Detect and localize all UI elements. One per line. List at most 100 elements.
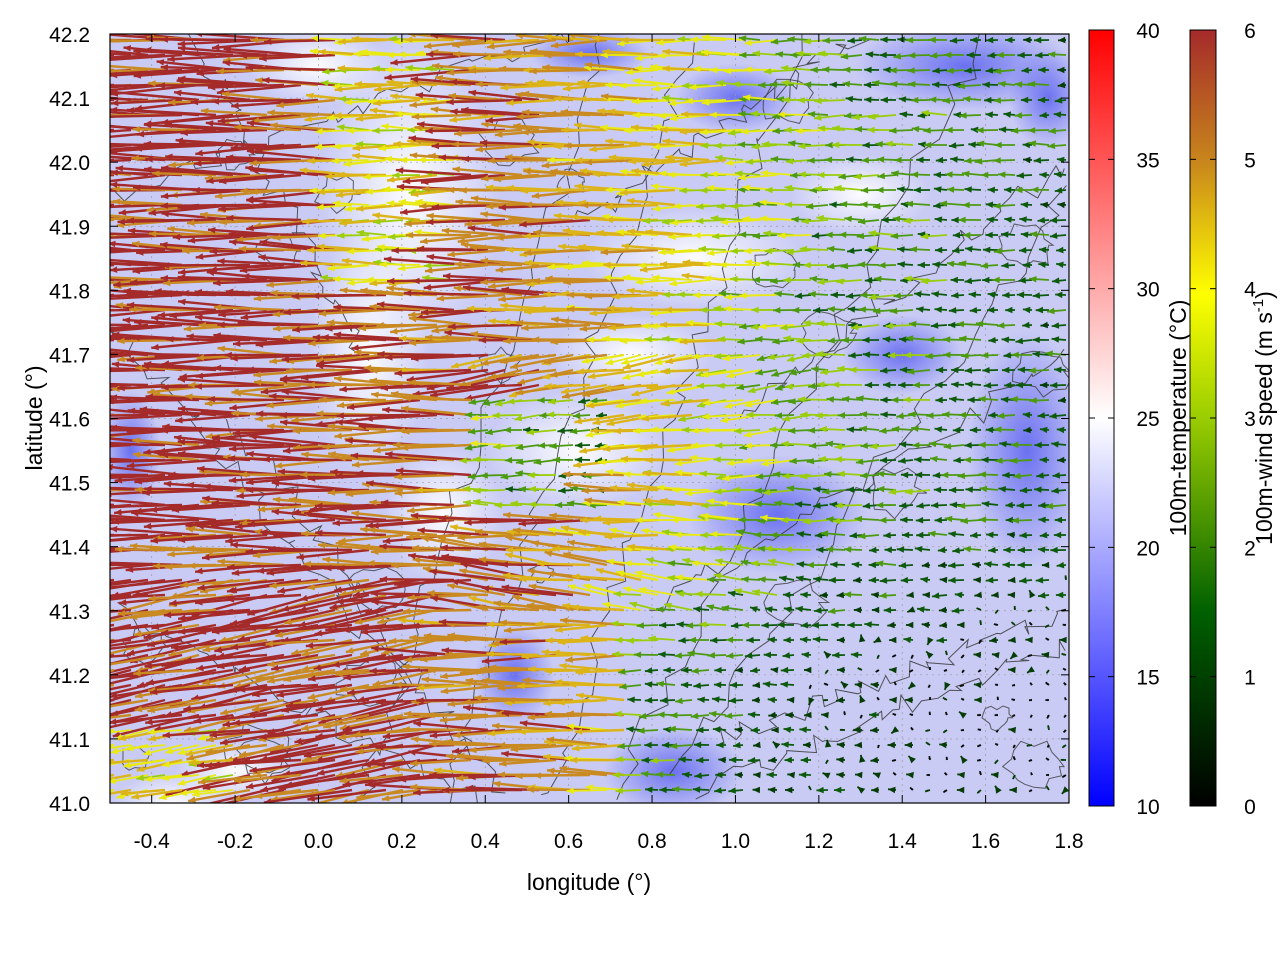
wind-arrow-head — [699, 470, 708, 477]
wind-arrow-head — [617, 40, 625, 47]
wind-arrow-head — [613, 427, 621, 435]
wind-arrow-head — [658, 170, 667, 177]
wind-arrow-head — [826, 396, 834, 403]
wind-arrow-head — [665, 357, 674, 365]
wind-arrow-head — [916, 531, 924, 539]
wind-arrow-head — [165, 153, 173, 160]
wind-arrow-head — [114, 477, 123, 484]
wind-arrow-head — [1057, 81, 1066, 89]
wind-arrow-head — [619, 168, 628, 176]
wind-arrow-head — [372, 680, 381, 687]
wind-arrow-shaft — [424, 263, 489, 273]
wind-arrow-head — [746, 636, 754, 644]
wind-arrow-head — [400, 208, 408, 216]
wind-arrow-head — [485, 117, 494, 124]
wind-arrow-shaft — [160, 65, 251, 72]
wind-arrow-shaft — [145, 158, 217, 162]
wind-arrow-head — [782, 415, 790, 422]
wind-arrow-head — [246, 197, 254, 204]
wind-arrow-shaft — [133, 668, 200, 675]
wind-arrow-head — [880, 367, 888, 374]
wind-arrow-head — [385, 66, 393, 73]
wind-arrow-head — [537, 560, 545, 568]
wind-arrow-head — [76, 440, 83, 447]
wind-arrow-head — [837, 412, 846, 419]
wind-arrow-head — [912, 442, 920, 449]
wind-arrow-head — [70, 140, 77, 147]
wind-arrow-head — [93, 57, 101, 64]
wind-arrow-head — [662, 138, 671, 145]
contour-line — [353, 34, 601, 803]
wind-arrow-head — [932, 261, 940, 268]
wind-arrow-shaft — [110, 52, 132, 57]
wind-arrow-head — [446, 98, 454, 106]
wind-arrow-head — [752, 232, 761, 240]
wind-arrow-head — [177, 450, 186, 457]
wind-arrow-head — [770, 441, 778, 449]
wind-arrow-head — [715, 558, 723, 565]
wind-arrow-head — [96, 62, 104, 69]
wind-arrow-head — [685, 622, 694, 629]
wind-arrow-shaft — [110, 323, 166, 332]
wind-arrow-head — [914, 456, 922, 463]
wind-arrow-head — [686, 319, 694, 327]
wind-arrow-head — [882, 351, 890, 359]
wind-arrow-head — [93, 585, 101, 592]
wind-arrow-head — [657, 484, 665, 491]
wind-arrow-shaft — [574, 413, 625, 424]
wind-arrow-shaft — [301, 653, 370, 672]
wind-arrow-head — [420, 656, 428, 663]
wind-arrow-head — [652, 274, 660, 281]
wind-arrow-head — [1051, 487, 1059, 494]
wind-arrow-head — [1002, 366, 1010, 374]
wind-arrow-shaft — [559, 664, 608, 672]
wind-arrow-shaft — [110, 128, 132, 133]
wind-arrow-head — [862, 351, 871, 358]
wind-arrow-head — [871, 606, 880, 614]
wind-arrow-head — [468, 398, 477, 405]
wind-arrow-head — [467, 428, 476, 435]
wind-arrow-head — [1023, 36, 1031, 44]
wind-arrow-head — [726, 372, 735, 379]
wind-arrow-head — [93, 676, 101, 682]
wind-arrow-head — [962, 669, 965, 673]
wind-arrow-head — [96, 641, 104, 647]
wind-arrow-head — [370, 367, 378, 374]
wind-arrow-head — [270, 627, 279, 635]
wind-arrow-head — [408, 379, 416, 386]
wind-arrow-head — [667, 560, 676, 567]
wind-arrow-head — [579, 325, 588, 332]
wind-arrow-shaft — [305, 608, 387, 631]
wind-arrow-head — [402, 177, 411, 185]
wind-arrow-head — [676, 621, 684, 628]
wind-arrow-head — [807, 157, 815, 164]
wind-arrow-head — [522, 109, 530, 116]
wind-arrow-head — [178, 140, 187, 147]
wind-arrow-head — [605, 203, 613, 210]
wind-arrow-head — [177, 75, 186, 83]
wind-arrow-head — [361, 235, 370, 242]
wind-arrow-head — [721, 605, 730, 612]
wind-arrow-head — [979, 640, 982, 644]
wind-arrow-head — [699, 306, 707, 314]
wind-arrow-head — [94, 188, 101, 195]
wind-arrow-head — [951, 216, 959, 224]
wind-arrow-head — [40, 96, 47, 103]
wind-arrow-head — [160, 451, 169, 459]
wind-arrow-shaft — [336, 593, 421, 604]
wind-arrow-head — [79, 69, 86, 76]
wind-arrow-shaft — [562, 472, 625, 477]
wind-arrow-head — [681, 111, 689, 118]
wind-arrow-shaft — [377, 608, 438, 624]
wind-arrow-head — [326, 319, 335, 326]
wind-arrow-head — [526, 602, 535, 609]
wind-arrow-head — [908, 411, 916, 418]
wind-arrow-head — [725, 636, 734, 644]
wind-arrow-head — [354, 349, 362, 356]
wind-arrow-head — [785, 158, 794, 165]
wind-arrow-head — [521, 324, 529, 332]
wind-arrow-shaft — [370, 548, 438, 554]
wind-arrow-head — [979, 620, 982, 624]
wind-arrow-head — [517, 378, 526, 385]
wind-arrow-head — [987, 186, 995, 194]
